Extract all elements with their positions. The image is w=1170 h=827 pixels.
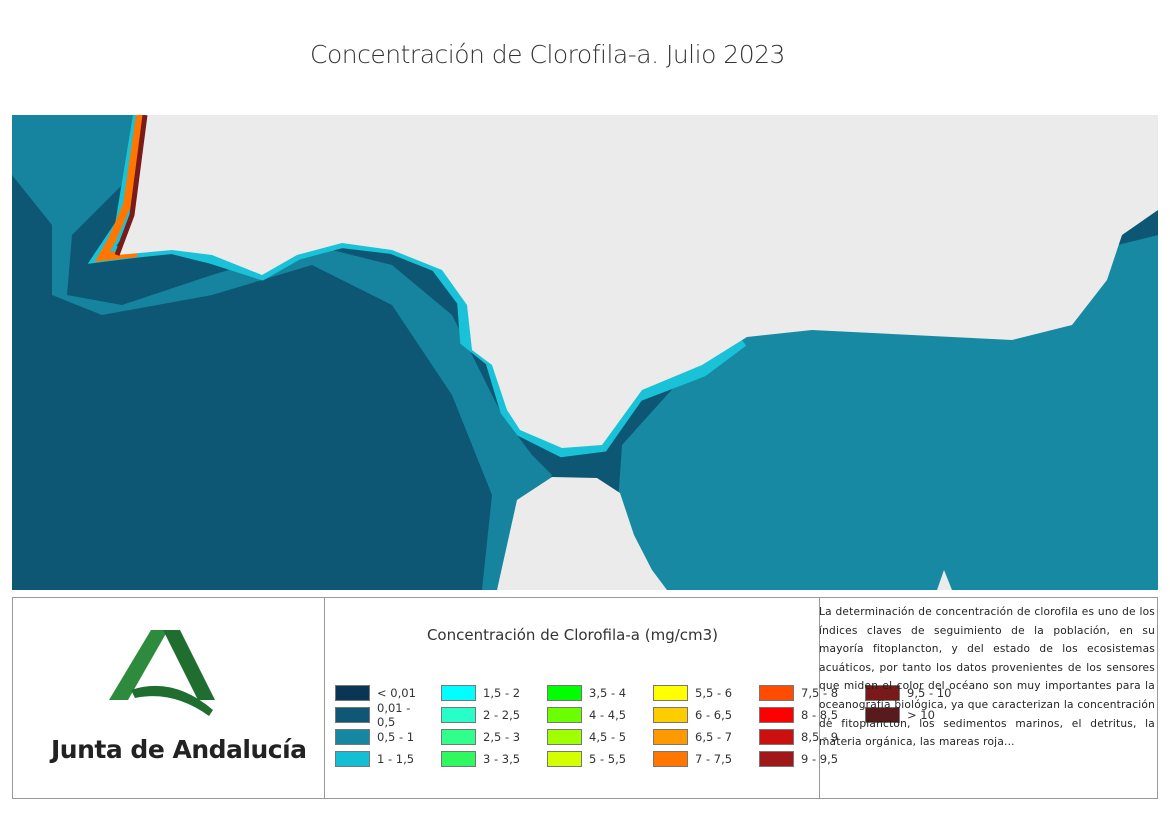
legend-label: 8,5 - 9: [801, 730, 839, 744]
divider: [324, 598, 325, 798]
legend-swatch: [335, 685, 370, 701]
legend-item: 2,5 - 3: [441, 726, 536, 748]
legend-label: > 10: [907, 708, 935, 722]
legend-label: 3 - 3,5: [483, 752, 521, 766]
legend-item: > 10: [865, 704, 951, 726]
legend-swatch: [653, 729, 688, 745]
legend-label: 1,5 - 2: [483, 686, 521, 700]
legend-item: 2 - 2,5: [441, 704, 536, 726]
legend-swatch: [547, 729, 582, 745]
legend-swatch: [653, 685, 688, 701]
legend-item: 8,5 - 9: [759, 726, 854, 748]
description-text: La determinación de concentración de clo…: [819, 606, 1155, 749]
legend-item: 1,5 - 2: [441, 682, 536, 704]
legend-swatch: [865, 707, 900, 723]
legend-item: 4 - 4,5: [547, 704, 642, 726]
legend-item: 7,5 - 8: [759, 682, 854, 704]
legend-swatch: [441, 707, 476, 723]
legend-item: 3,5 - 4: [547, 682, 642, 704]
legend-swatch: [759, 685, 794, 701]
legend-label: 6,5 - 7: [695, 730, 733, 744]
legend-label: 3,5 - 4: [589, 686, 627, 700]
legend-item: 0,01 - 0,5: [335, 701, 430, 729]
legend-item: 8 - 8,5: [759, 704, 854, 726]
logo-text: Junta de Andalucía: [51, 735, 307, 764]
map-title: Concentración de Clorofila-a. Julio 2023: [310, 40, 785, 69]
high-chl-band: [94, 115, 144, 262]
legend-label: 2,5 - 3: [483, 730, 521, 744]
legend-swatch: [653, 751, 688, 767]
legend-label: 4,5 - 5: [589, 730, 627, 744]
legend-title: Concentración de Clorofila-a (mg/cm3): [426, 626, 719, 644]
legend: < 0,01 0,01 - 0,5 0,5 - 1 1 - 1,5 1,5 - 2 2 -…: [335, 682, 951, 770]
legend-swatch: [335, 707, 370, 723]
chlorophyll-map: [12, 115, 1158, 590]
legend-swatch: [441, 729, 476, 745]
legend-label: 2 - 2,5: [483, 708, 521, 722]
legend-item: 4,5 - 5: [547, 726, 642, 748]
legend-item: 9,5 - 10: [865, 682, 951, 704]
legend-swatch: [441, 685, 476, 701]
legend-item: 7 - 7,5: [653, 748, 748, 770]
legend-swatch: [335, 751, 370, 767]
legend-swatch: [759, 751, 794, 767]
legend-label: 0,01 - 0,5: [377, 701, 411, 729]
legend-label: 5 - 5,5: [589, 752, 627, 766]
legend-item: 0,5 - 1: [335, 726, 430, 748]
land-north: [117, 115, 1158, 448]
legend-swatch: [441, 751, 476, 767]
legend-label: < 0,01: [377, 686, 416, 700]
legend-swatch: [547, 751, 582, 767]
legend-item: 6 - 6,5: [653, 704, 748, 726]
legend-label: 9 - 9,5: [801, 752, 839, 766]
legend-label: 4 - 4,5: [589, 708, 627, 722]
legend-item: 3 - 3,5: [441, 748, 536, 770]
legend-swatch: [547, 707, 582, 723]
legend-swatch: [759, 729, 794, 745]
legend-item: 5 - 5,5: [547, 748, 642, 770]
legend-item: 1 - 1,5: [335, 748, 430, 770]
legend-label: 5,5 - 6: [695, 686, 733, 700]
legend-swatch: [865, 685, 900, 701]
legend-swatch: [547, 685, 582, 701]
legend-label: 7,5 - 8: [801, 686, 839, 700]
legend-swatch: [335, 729, 370, 745]
legend-label: 7 - 7,5: [695, 752, 733, 766]
legend-item: < 0,01: [335, 682, 430, 704]
land-south-east: [937, 570, 952, 590]
legend-label: 0,5 - 1: [377, 730, 415, 744]
high-chl-coast: [114, 115, 148, 256]
legend-label: 6 - 6,5: [695, 708, 733, 722]
legend-label: 1 - 1,5: [377, 752, 415, 766]
junta-logo: Junta de Andalucía: [13, 598, 324, 798]
legend-item: 6,5 - 7: [653, 726, 748, 748]
legend-item: 5,5 - 6: [653, 682, 748, 704]
west-shelf: [12, 115, 552, 590]
legend-swatch: [759, 707, 794, 723]
junta-logo-icon: [109, 630, 215, 716]
divider: [819, 598, 820, 798]
legend-label: 8 - 8,5: [801, 708, 839, 722]
legend-label: 9,5 - 10: [907, 686, 952, 700]
land-south: [497, 477, 667, 590]
legend-swatch: [653, 707, 688, 723]
info-panel: Junta de Andalucía Concentración de Clor…: [12, 597, 1158, 799]
legend-item: 9 - 9,5: [759, 748, 854, 770]
